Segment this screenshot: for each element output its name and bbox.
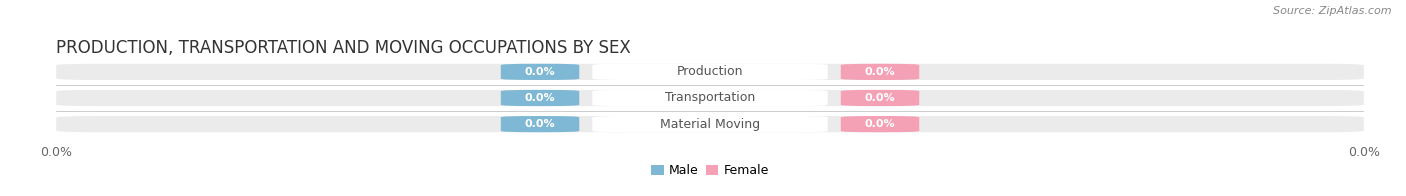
Text: 0.0%: 0.0%: [524, 119, 555, 129]
FancyBboxPatch shape: [501, 64, 579, 80]
Text: PRODUCTION, TRANSPORTATION AND MOVING OCCUPATIONS BY SEX: PRODUCTION, TRANSPORTATION AND MOVING OC…: [56, 39, 631, 57]
Text: Production: Production: [676, 65, 744, 78]
Text: 0.0%: 0.0%: [865, 67, 896, 77]
FancyBboxPatch shape: [841, 64, 920, 80]
Text: 0.0%: 0.0%: [524, 93, 555, 103]
FancyBboxPatch shape: [501, 90, 579, 106]
FancyBboxPatch shape: [592, 64, 828, 80]
Text: Source: ZipAtlas.com: Source: ZipAtlas.com: [1274, 6, 1392, 16]
FancyBboxPatch shape: [841, 90, 920, 106]
Text: 0.0%: 0.0%: [865, 93, 896, 103]
FancyBboxPatch shape: [56, 116, 1364, 132]
Text: Material Moving: Material Moving: [659, 118, 761, 131]
FancyBboxPatch shape: [56, 90, 1364, 106]
FancyBboxPatch shape: [501, 116, 579, 132]
FancyBboxPatch shape: [841, 116, 920, 132]
Text: 0.0%: 0.0%: [865, 119, 896, 129]
Text: 0.0%: 0.0%: [524, 67, 555, 77]
Legend: Male, Female: Male, Female: [647, 159, 773, 182]
Text: Transportation: Transportation: [665, 92, 755, 104]
FancyBboxPatch shape: [592, 90, 828, 106]
FancyBboxPatch shape: [56, 64, 1364, 80]
FancyBboxPatch shape: [592, 116, 828, 132]
